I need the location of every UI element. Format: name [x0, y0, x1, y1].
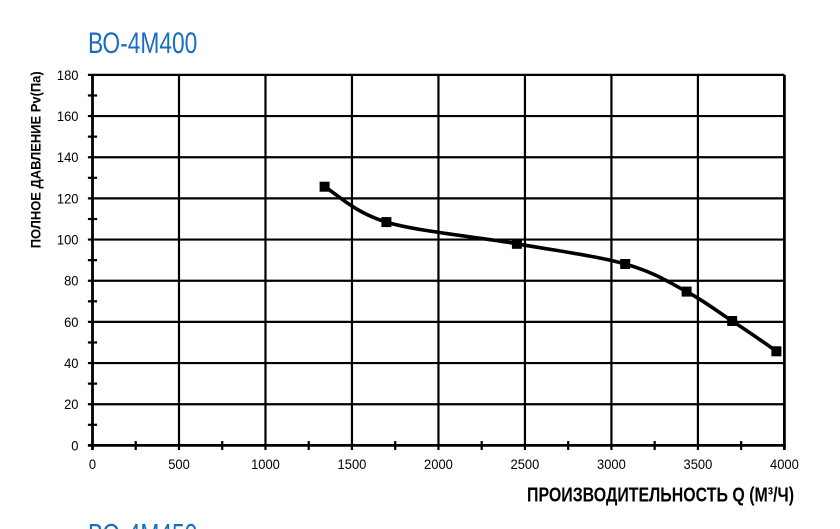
svg-text:40: 40	[64, 355, 79, 371]
svg-text:1000: 1000	[251, 456, 280, 472]
svg-text:0: 0	[89, 456, 96, 472]
svg-text:0: 0	[71, 437, 78, 453]
svg-text:ВО-4М450: ВО-4М450	[88, 518, 197, 529]
svg-text:120: 120	[57, 190, 79, 206]
svg-text:80: 80	[64, 273, 79, 289]
svg-text:500: 500	[168, 456, 190, 472]
svg-text:4000: 4000	[770, 456, 799, 472]
svg-text:180: 180	[57, 67, 79, 83]
svg-text:160: 160	[57, 108, 79, 124]
svg-text:1500: 1500	[338, 456, 367, 472]
svg-text:2500: 2500	[511, 456, 540, 472]
svg-text:3500: 3500	[684, 456, 713, 472]
svg-text:60: 60	[64, 314, 79, 330]
svg-text:100: 100	[57, 232, 79, 248]
svg-text:ВО-4М400: ВО-4М400	[88, 27, 197, 60]
svg-text:20: 20	[64, 396, 79, 412]
svg-text:140: 140	[57, 149, 79, 165]
svg-text:2000: 2000	[424, 456, 453, 472]
svg-text:ПРОИЗВОДИТЕЛЬНОСТЬ Q (М³/Ч): ПРОИЗВОДИТЕЛЬНОСТЬ Q (М³/Ч)	[527, 484, 794, 506]
svg-text:ПОЛНОЕ ДАВЛЕНИЕ Pv(Па): ПОЛНОЕ ДАВЛЕНИЕ Pv(Па)	[27, 71, 43, 248]
svg-text:3000: 3000	[597, 456, 626, 472]
